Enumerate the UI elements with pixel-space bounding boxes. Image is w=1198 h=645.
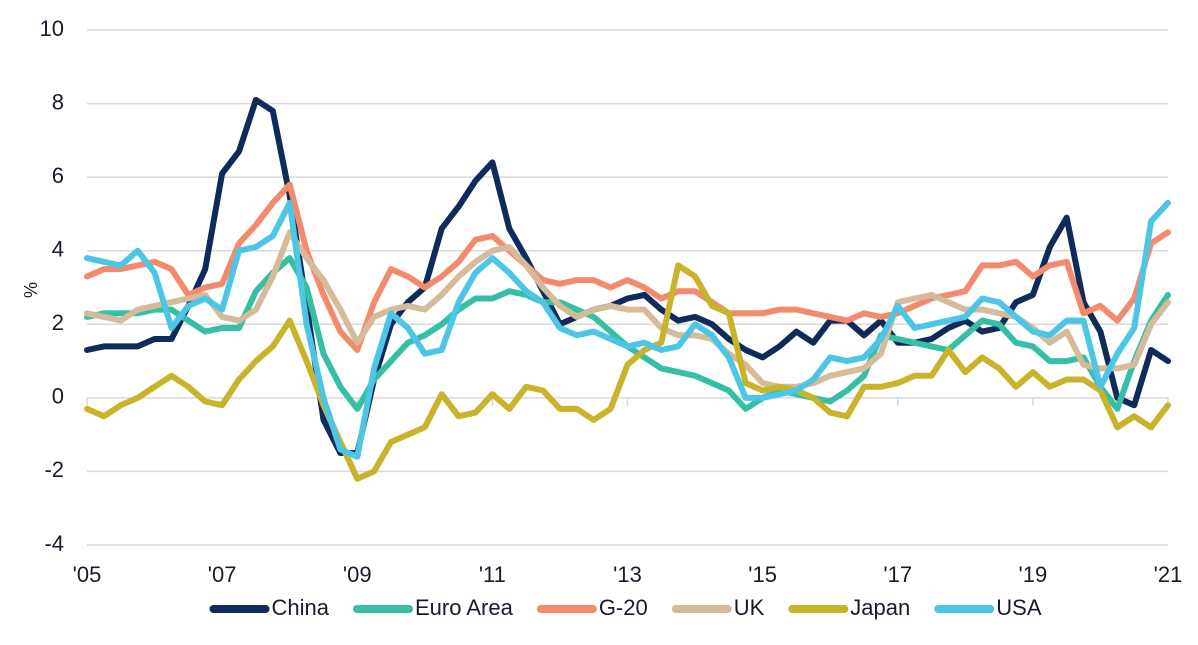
legend-label: Japan xyxy=(850,595,910,620)
x-tick-label: '13 xyxy=(613,562,642,587)
x-tick-label: '21 xyxy=(1154,562,1183,587)
series-line xyxy=(84,262,1171,482)
series-line xyxy=(84,181,1171,353)
y-tick-label: -4 xyxy=(44,531,64,556)
y-tick-label: 2 xyxy=(52,310,64,335)
y-tick-label: 6 xyxy=(52,163,64,188)
y-tick-label: 0 xyxy=(52,384,64,409)
x-tick-label: '15 xyxy=(748,562,777,587)
legend: China Euro Area G-20 UK Japan USA xyxy=(209,595,1042,620)
series-line xyxy=(84,199,1171,460)
x-tick-label: '19 xyxy=(1019,562,1048,587)
x-tick-label: '11 xyxy=(479,562,506,587)
y-tick-label: -2 xyxy=(44,457,64,482)
legend-label: USA xyxy=(996,595,1042,620)
series-line xyxy=(84,229,1171,390)
legend-label: UK xyxy=(734,595,765,620)
y-tick-label: 4 xyxy=(52,237,64,262)
x-tick-label: '05 xyxy=(73,562,102,587)
x-tick-label: '09 xyxy=(343,562,372,587)
y-axis-label: % xyxy=(21,282,41,298)
legend-label: G-20 xyxy=(599,595,648,620)
legend-label: Euro Area xyxy=(415,595,514,620)
x-tick-label: '07 xyxy=(208,562,237,587)
series-line xyxy=(84,96,1171,456)
x-tick-label: '17 xyxy=(883,562,912,587)
y-tick-label: 8 xyxy=(52,89,64,114)
y-tick-label: 10 xyxy=(40,16,64,41)
legend-label: China xyxy=(271,595,329,620)
